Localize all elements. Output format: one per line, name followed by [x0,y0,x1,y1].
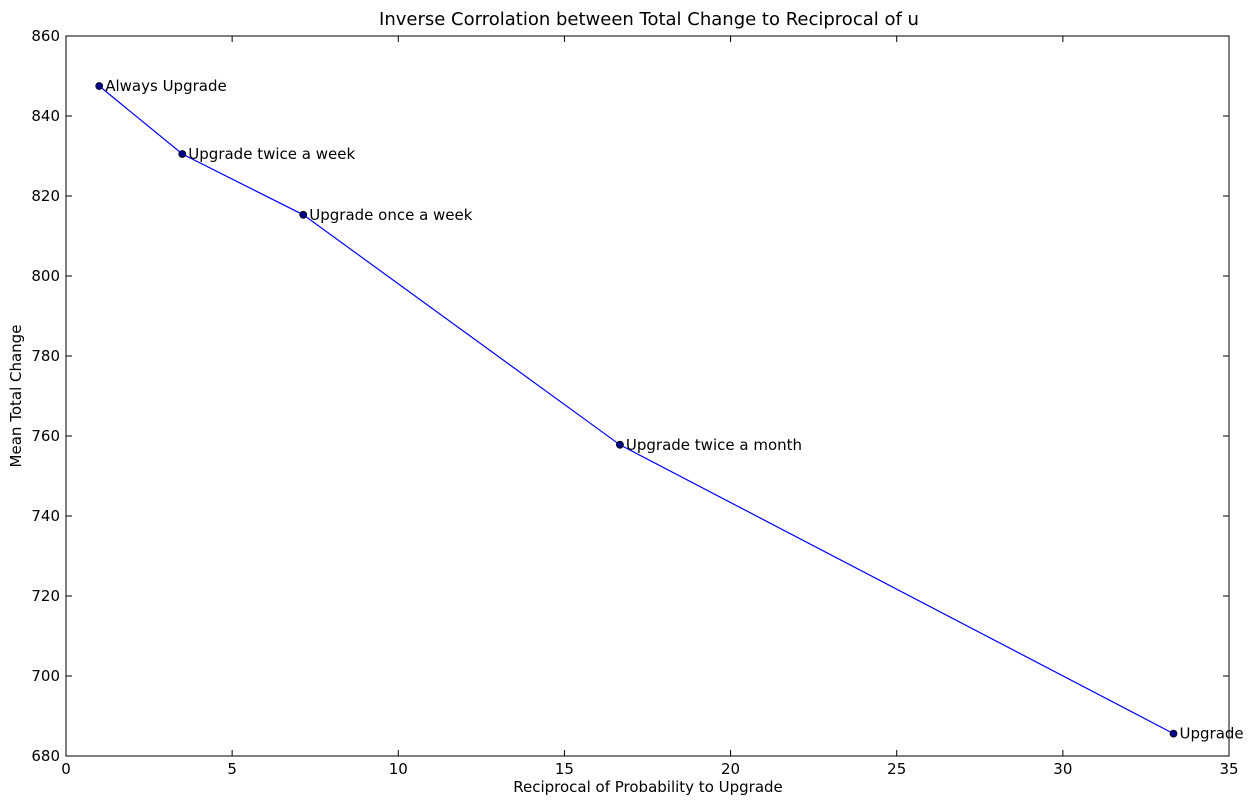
y-tick-label: 800 [31,267,60,285]
plot-area [65,35,1230,757]
x-tick-label: 35 [1219,760,1238,778]
y-tick-label: 720 [31,587,60,605]
y-tick-label: 820 [31,187,60,205]
data-point [95,82,104,90]
data-point-label: Upgrade once a week [309,206,473,224]
data-point [616,440,624,449]
data-point-label: Upgrade [1180,725,1244,743]
x-tick-label: 0 [61,760,71,778]
axes-frame [65,35,1230,757]
x-axis-label: Reciprocal of Probability to Upgrade [513,778,783,796]
y-tick-label: 840 [31,107,60,125]
data-point-label: Always Upgrade [105,77,226,95]
y-tick-label: 700 [31,667,60,685]
x-tick-label: 15 [555,760,574,778]
data-point [1169,729,1178,738]
y-axis-label: Mean Total Change [7,325,25,468]
y-tick-label: 680 [31,747,60,765]
data-point [178,150,187,158]
chart-title: Inverse Corrolation between Total Change… [379,9,919,30]
y-tick-label: 860 [31,27,60,45]
x-tick-label: 5 [227,760,237,778]
x-tick-label: 30 [1053,760,1072,778]
data-point-label: Upgrade twice a month [626,436,802,454]
x-tick-label: 20 [721,760,740,778]
point-labels: Always Upgrade Upgrade twice a week Upgrad… [105,77,1243,743]
x-tick-label: 10 [389,760,408,778]
axis-ticks: 0 5 10 15 20 25 30 35 680 700 720 740 760 780 800 820 84… [31,27,1238,778]
y-tick-label: 760 [31,427,60,445]
data-point [299,210,308,219]
y-tick-label: 740 [31,507,60,525]
data-series [95,82,1178,738]
y-tick-label: 780 [31,347,60,365]
data-point-label: Upgrade twice a week [188,145,355,163]
x-tick-label: 25 [887,760,906,778]
